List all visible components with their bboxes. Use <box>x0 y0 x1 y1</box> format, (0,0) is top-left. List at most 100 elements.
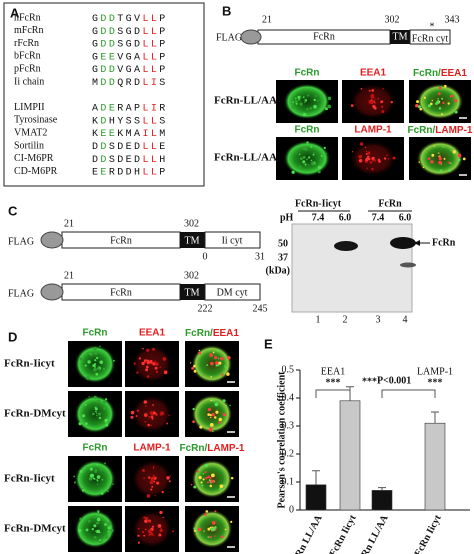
speckle <box>92 364 96 368</box>
speckle <box>309 106 313 110</box>
speckle <box>454 110 458 114</box>
row-label: FcRn-Iicyt <box>4 473 55 485</box>
panel-label: B <box>222 3 231 18</box>
band <box>390 237 416 249</box>
speckle <box>221 412 223 414</box>
speckle <box>375 103 377 105</box>
speckle <box>73 481 76 484</box>
speckle <box>302 155 306 159</box>
speckle <box>299 102 303 106</box>
speckle <box>193 485 197 489</box>
speckle <box>299 157 303 161</box>
x-tick-label: FcRn LL/AA <box>288 513 325 554</box>
speckle <box>151 417 154 420</box>
ph-label: pH <box>280 212 294 223</box>
speckle <box>96 475 101 479</box>
speckle <box>387 158 390 160</box>
speckle <box>147 476 151 479</box>
speckle <box>212 430 214 433</box>
speckle <box>153 475 155 477</box>
speckle <box>93 347 97 351</box>
speckle <box>77 529 82 533</box>
speckle <box>211 473 215 478</box>
speckle <box>144 405 147 407</box>
speckle <box>438 92 441 95</box>
tm-domain <box>180 284 205 300</box>
speckle <box>145 516 149 520</box>
speckle <box>419 107 423 111</box>
speckle <box>435 102 438 105</box>
row-label: FcRn-DMcyt <box>4 523 66 535</box>
speckle <box>221 373 224 376</box>
speckle <box>149 480 154 485</box>
protein-name: bFcRn <box>14 51 41 62</box>
speckle <box>151 347 155 351</box>
protein-name: Sortilin <box>14 140 44 151</box>
channel-label: LAMP-1 <box>133 443 171 454</box>
speckle <box>320 154 323 158</box>
bar <box>371 490 393 511</box>
sequence: GDDSGDLLP <box>92 26 168 37</box>
speckle <box>143 400 148 404</box>
channel-label: FcRn/EEA1 <box>185 328 239 339</box>
y-tick-label: 0.1 <box>282 476 295 487</box>
residue-number: 302 <box>184 270 199 281</box>
speckle <box>152 466 155 468</box>
speckle <box>313 104 317 109</box>
speckle <box>212 398 216 402</box>
speckle <box>311 161 315 166</box>
speckle <box>142 469 146 472</box>
speckle <box>304 98 306 101</box>
speckle <box>451 98 453 100</box>
speckle <box>152 467 155 469</box>
speckle <box>84 364 87 367</box>
cell <box>74 394 116 434</box>
cell <box>283 83 331 120</box>
ph-value: 7.4 <box>372 212 385 223</box>
speckle <box>365 146 367 149</box>
group-label: FcRn-Iicyt <box>295 198 342 209</box>
y-axis-label: Pearson's correlation coefficient <box>276 371 287 509</box>
speckle <box>210 375 212 378</box>
speckle <box>307 113 310 116</box>
speckle <box>104 398 108 401</box>
speckle <box>297 95 301 99</box>
speckle <box>163 370 168 375</box>
speckle <box>107 530 110 533</box>
tm-domain <box>180 232 205 248</box>
speckle <box>215 361 219 365</box>
bar <box>339 400 361 511</box>
protein-name: mFcRn <box>14 25 43 36</box>
speckle <box>302 112 307 117</box>
channel-label: EEA1 <box>139 328 166 339</box>
speckle <box>145 368 149 372</box>
speckle <box>458 158 461 162</box>
speckle <box>439 157 441 160</box>
speckle <box>215 410 219 414</box>
speckle <box>96 356 99 360</box>
speckle <box>427 104 431 108</box>
speckle <box>155 362 159 366</box>
speckle <box>305 158 309 161</box>
speckle <box>224 528 227 531</box>
protein-name: VMAT2 <box>14 127 47 138</box>
speckle <box>351 151 354 153</box>
speckle <box>141 531 145 534</box>
speckle <box>199 425 203 429</box>
speckle <box>101 478 104 481</box>
speckle <box>94 351 98 355</box>
panel-label: C <box>8 203 18 218</box>
speckle <box>204 471 207 474</box>
speckle <box>371 156 375 161</box>
speckle <box>378 161 380 163</box>
speckle <box>377 158 381 162</box>
speckle <box>367 157 371 161</box>
speckle <box>305 148 308 151</box>
speckle <box>161 490 164 494</box>
speckle <box>307 94 310 97</box>
lane-number: 2 <box>343 314 348 325</box>
speckle <box>198 351 201 355</box>
speckle <box>104 462 106 465</box>
speckle <box>104 523 107 526</box>
bar <box>424 422 446 511</box>
